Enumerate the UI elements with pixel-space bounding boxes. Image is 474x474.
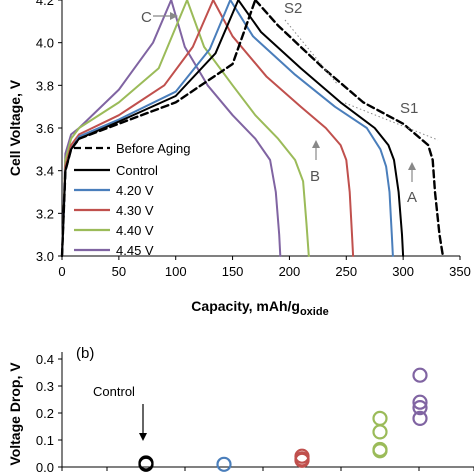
x-tick-label: 0: [58, 264, 65, 279]
annotation-s1: S1: [400, 100, 418, 117]
series-4-20-v-discharge: [229, 0, 394, 257]
x-tick-label: 150: [222, 264, 244, 279]
voltage-drop-point: [294, 448, 310, 464]
arrow-c: [153, 12, 178, 20]
series-before-aging-discharge: [254, 0, 445, 258]
arrow-control: [139, 404, 147, 441]
x-ticks-b: [61, 467, 474, 471]
svg-text:4.45 V: 4.45 V: [116, 243, 154, 258]
x-tick-label: 200: [279, 264, 301, 279]
voltage-drop-point: [412, 367, 428, 383]
series-control-discharge: [237, 0, 405, 257]
y-ticks-b: 0.0 0.1 0.2 0.3 0.4: [36, 352, 62, 474]
y-tick-label-b: 0.0: [36, 460, 54, 474]
y-tick-label-b: 0.4: [36, 352, 54, 367]
series-4-30-v-discharge: [212, 0, 355, 257]
svg-text:4.40 V: 4.40 V: [116, 223, 154, 238]
arrow-b: [312, 140, 320, 160]
series-4-40-v-discharge: [186, 0, 310, 257]
annotation-c: C: [141, 9, 152, 26]
panel-a: 3.0 3.2 3.4 3.6 3.8 4.0 4.2 0 50 100 150 200 250 300…: [7, 0, 471, 318]
legend-item-control: Control: [74, 163, 158, 178]
series-4-45-v-discharge: [170, 0, 282, 257]
panel-b-label: (b): [76, 345, 94, 362]
x-tick-label: 250: [335, 264, 357, 279]
y-tick-label-b: 0.3: [36, 379, 54, 394]
s1-slope-line: [344, 102, 439, 141]
x-tick-label: 50: [112, 264, 126, 279]
annotation-control: Control: [93, 384, 135, 399]
legend-a: Before Aging Control 4.20 V 4.30 V 4.40 …: [74, 141, 190, 258]
voltage-drop-point: [138, 455, 154, 471]
voltage-drop-point: [372, 424, 388, 440]
y-tick-label: 4.2: [36, 0, 54, 8]
y-tick-label: 3.0: [36, 249, 54, 264]
y-tick-label-b: 0.1: [36, 433, 54, 448]
voltage-drop-point: [216, 456, 232, 472]
legend-item-4-45v: 4.45 V: [74, 243, 154, 258]
y-tick-label: 3.8: [36, 78, 54, 93]
svg-text:Before Aging: Before Aging: [116, 141, 190, 156]
y-tick-label: 3.2: [36, 206, 54, 221]
svg-text:4.20 V: 4.20 V: [116, 183, 154, 198]
y-tick-label: 3.6: [36, 121, 54, 136]
series-before-aging-charge: [60, 0, 257, 258]
y-axis-title-b: Voltage Drop, V: [7, 362, 23, 466]
y-tick-label-b: 0.2: [36, 406, 54, 421]
panel-b: 0.0 0.1 0.2 0.3 0.4 (b) Control Voltage Drop…: [7, 345, 474, 474]
legend-item-4-20v: 4.20 V: [74, 183, 154, 198]
annotation-b: B: [310, 168, 320, 185]
svg-text:Control: Control: [116, 163, 158, 178]
y-tick-label: 3.4: [36, 164, 54, 179]
x-tick-label: 350: [449, 264, 471, 279]
y-axis-title-a: Cell Voltage, V: [7, 79, 23, 176]
x-tick-label: 300: [392, 264, 414, 279]
x-tick-label: 100: [165, 264, 187, 279]
voltage-drop-point: [372, 410, 388, 426]
curves-a: [60, 0, 445, 258]
scatter-points-b: [138, 367, 428, 472]
legend-item-4-40v: 4.40 V: [74, 223, 154, 238]
arrow-a: [408, 162, 416, 182]
annotation-a: A: [407, 189, 417, 206]
legend-item-before-aging: Before Aging: [74, 141, 190, 156]
x-axis-title-a: Capacity, mAh/goxide: [191, 298, 328, 318]
voltage-drop-point: [372, 441, 388, 458]
series-4-40-v-charge: [61, 0, 189, 257]
legend-item-4-30v: 4.30 V: [74, 203, 154, 218]
voltage-drop-point: [412, 394, 428, 410]
y-ticks-a: 3.0 3.2 3.4 3.6 3.8 4.0 4.2: [36, 0, 62, 264]
svg-text:4.30 V: 4.30 V: [116, 203, 154, 218]
voltage-drop-point: [412, 410, 428, 426]
y-tick-label: 4.0: [36, 36, 54, 51]
annotation-s2: S2: [284, 0, 302, 17]
x-ticks-a: 0 50 100 150 200 250 300 350: [58, 256, 471, 279]
voltage-drop-point: [412, 400, 428, 416]
